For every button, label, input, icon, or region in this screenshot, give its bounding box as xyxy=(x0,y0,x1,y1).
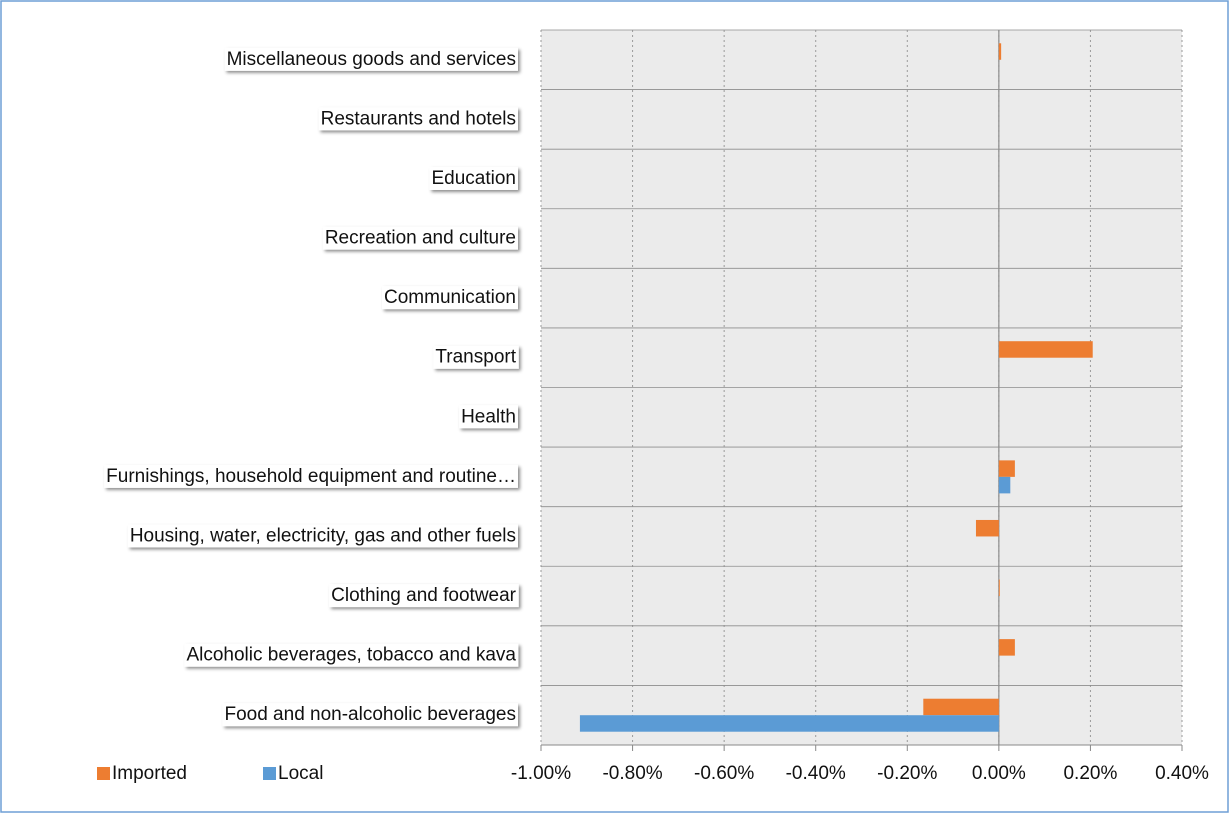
category-label-box xyxy=(322,226,518,250)
legend-label: Local xyxy=(278,763,323,784)
y-tick-label: Furnishings, household equipment and rou… xyxy=(106,466,516,487)
category-label-group: Clothing and footwear xyxy=(329,584,519,608)
category-label-box xyxy=(104,464,518,488)
legend-swatch xyxy=(263,767,276,780)
bar xyxy=(579,715,999,732)
category-label-group: Miscellaneous goods and services xyxy=(224,47,518,71)
y-tick-label: Transport xyxy=(435,347,516,368)
y-tick-label: Restaurants and hotels xyxy=(321,108,516,129)
bar xyxy=(998,43,1002,60)
bar xyxy=(923,698,999,716)
category-label-group: Alcoholic beverages, tobacco and kava xyxy=(184,643,519,667)
category-label-group: Health xyxy=(459,405,518,429)
bar xyxy=(998,639,1015,656)
bar xyxy=(998,476,1011,494)
x-tick-label: -0.80% xyxy=(602,763,662,784)
y-tick-label: Health xyxy=(461,406,516,427)
x-tick-label: 0.40% xyxy=(1155,763,1209,784)
y-tick-label: Education xyxy=(431,168,516,189)
category-label-group: Transport xyxy=(433,345,519,369)
category-label-box xyxy=(318,107,518,131)
y-tick-label: Clothing and footwear xyxy=(331,585,517,606)
category-label-box xyxy=(382,286,518,310)
category-label-group: Education xyxy=(429,166,518,190)
x-tick-label: 0.20% xyxy=(1063,763,1117,784)
bar xyxy=(998,341,1093,358)
y-tick-label: Food and non-alcoholic beverages xyxy=(224,704,516,725)
category-label-group: Housing, water, electricity, gas and oth… xyxy=(127,524,518,548)
category-label-group: Communication xyxy=(382,286,518,310)
y-tick-label: Housing, water, electricity, gas and oth… xyxy=(130,525,516,546)
category-label-group: Restaurants and hotels xyxy=(318,107,518,131)
category-label-box xyxy=(222,703,518,727)
category-label-group: Furnishings, household equipment and rou… xyxy=(104,464,518,488)
category-label-box xyxy=(459,405,518,429)
y-tick-label: Miscellaneous goods and services xyxy=(227,49,516,70)
x-tick-label: -0.60% xyxy=(694,763,754,784)
y-tick-label: Alcoholic beverages, tobacco and kava xyxy=(186,645,516,666)
x-tick-label: 0.00% xyxy=(972,763,1026,784)
category-label-box xyxy=(329,584,519,608)
x-tick-label: -0.20% xyxy=(877,763,937,784)
y-tick-label: Recreation and culture xyxy=(325,228,516,249)
category-label-box xyxy=(224,47,518,71)
x-tick-label: -1.00% xyxy=(511,763,571,784)
bar xyxy=(998,579,1000,597)
x-tick-label: -0.40% xyxy=(786,763,846,784)
layer: -1.00% -0.80% -0.60% -0.40% -0.20% 0.00% 0.20%… xyxy=(97,29,1209,784)
category-label-box xyxy=(184,643,519,667)
category-label-group: Food and non-alcoholic beverages xyxy=(222,703,518,727)
bar xyxy=(975,519,999,537)
bar xyxy=(998,460,1015,477)
category-label-box xyxy=(433,345,519,369)
y-tick-label: Communication xyxy=(384,287,516,308)
category-label-box xyxy=(127,524,518,548)
category-label-group: Recreation and culture xyxy=(322,226,518,250)
legend-swatch xyxy=(97,767,110,780)
legend-label: Imported xyxy=(112,763,187,784)
category-label-box xyxy=(429,166,518,190)
